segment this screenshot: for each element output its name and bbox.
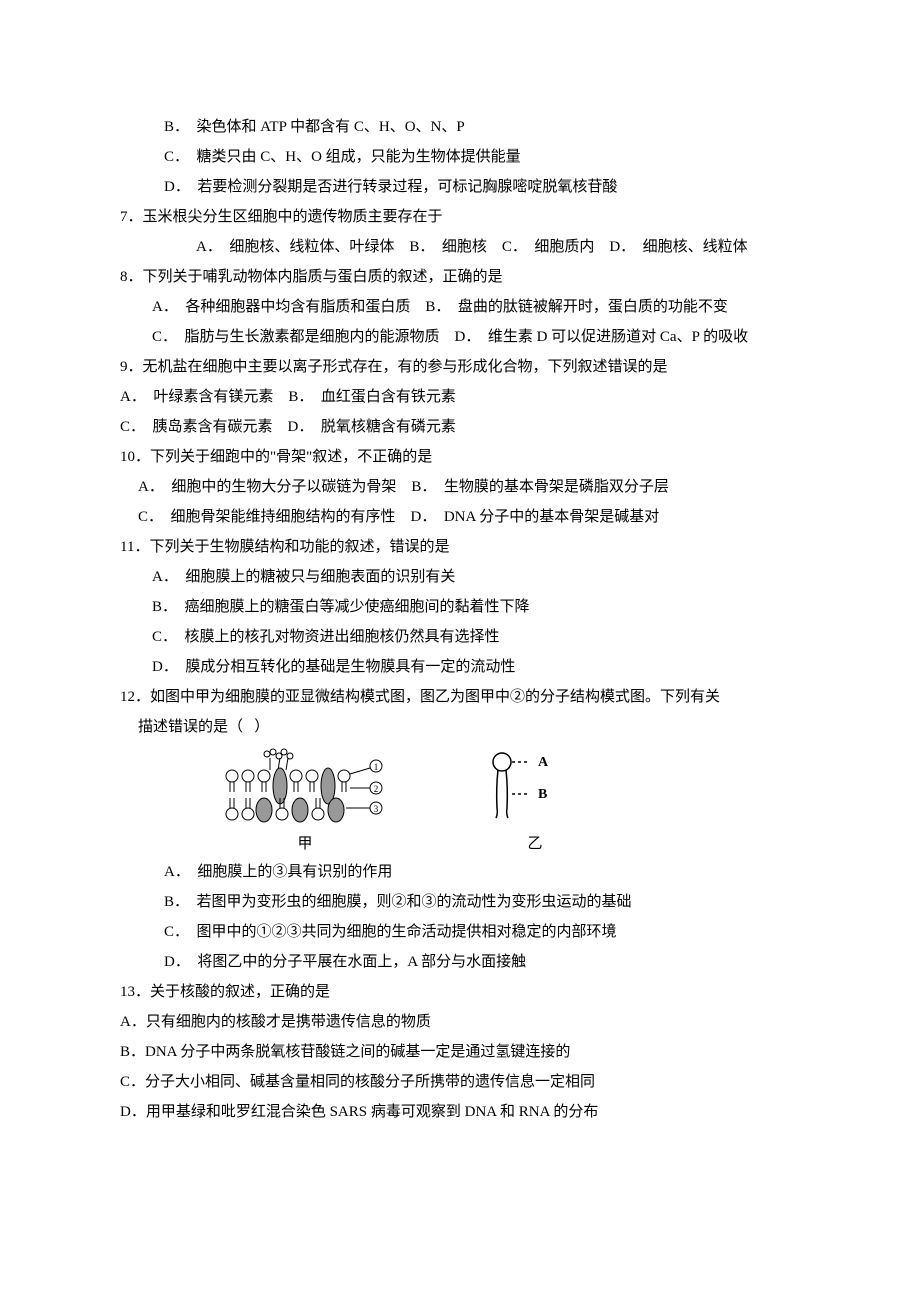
q13-option-d: D．用甲基绿和吡罗红混合染色 SARS 病毒可观察到 DNA 和 RNA 的分布 [120, 1097, 800, 1127]
q10-options-line1: A． 细胞中的生物大分子以碳链为骨架 B． 生物膜的基本骨架是磷脂双分子层 [120, 472, 800, 502]
q6-option-c: C． 糖类只由 C、H、O 组成，只能为生物体提供能量 [120, 142, 800, 172]
phospholipid-icon: A B [480, 748, 590, 832]
q13-option-a: A．只有细胞内的核酸才是携带遗传信息的物质 [120, 1007, 800, 1037]
q13-stem: 13．关于核酸的叙述，正确的是 [120, 977, 800, 1007]
q10-stem: 10．下列关于细跑中的"骨架"叙述，不正确的是 [120, 442, 800, 472]
membrane-diagram-icon: 1 2 3 [220, 748, 390, 832]
q11-option-b: B． 癌细胞膜上的糖蛋白等减少使癌细胞间的黏着性下降 [120, 592, 800, 622]
q12-option-d: D． 将图乙中的分子平展在水面上，A 部分与水面接触 [120, 947, 800, 977]
q11-option-a: A． 细胞膜上的糖被只与细胞表面的识别有关 [120, 562, 800, 592]
q12-stem-line2: 描述错误的是（ ） [120, 712, 800, 742]
q8-options-line2: C． 脂肪与生长激素都是细胞内的能源物质 D． 维生素 D 可以促进肠道对 Ca… [120, 322, 800, 352]
q12-option-a: A． 细胞膜上的③具有识别的作用 [120, 857, 800, 887]
figure-label-yi: 乙 [527, 836, 542, 851]
svg-text:2: 2 [374, 784, 379, 794]
q6-option-b: B． 染色体和 ATP 中都含有 C、H、O、N、P [120, 112, 800, 142]
phos-label-b: B [538, 787, 547, 802]
q12-option-b: B． 若图甲为变形虫的细胞膜，则②和③的流动性为变形虫运动的基础 [120, 887, 800, 917]
exam-page: B． 染色体和 ATP 中都含有 C、H、O、N、P C． 糖类只由 C、H、O… [0, 0, 920, 1302]
q8-options-line1: A． 各种细胞器中均含有脂质和蛋白质 B． 盘曲的肽链被解开时，蛋白质的功能不变 [120, 292, 800, 322]
figure-label-jia: 甲 [297, 836, 312, 851]
q8-stem: 8．下列关于哺乳动物体内脂质与蛋白质的叙述，正确的是 [120, 262, 800, 292]
q11-option-d: D． 膜成分相互转化的基础是生物膜具有一定的流动性 [120, 652, 800, 682]
q12-stem-line1: 12．如图中甲为细胞膜的亚显微结构模式图，图乙为图甲中②的分子结构模式图。下列有… [120, 682, 800, 712]
q12-figure: 1 2 3 甲 A B 乙 [120, 742, 800, 857]
svg-text:3: 3 [374, 804, 379, 814]
q9-stem: 9．无机盐在细胞中主要以离子形式存在，有的参与形成化合物，下列叙述错误的是 [120, 352, 800, 382]
phos-label-a: A [538, 755, 549, 770]
q6-option-d: D． 若要检测分裂期是否进行转录过程，可标记胸腺嘧啶脱氧核苷酸 [120, 172, 800, 202]
q12-option-c: C． 图甲中的①②③共同为细胞的生命活动提供相对稳定的内部环境 [120, 917, 800, 947]
q9-options-line1: A． 叶绿素含有镁元素 B． 血红蛋白含有铁元素 [120, 382, 800, 412]
q7-options: A． 细胞核、线粒体、叶绿体 B． 细胞核 C． 细胞质内 D． 细胞核、线粒体 [120, 232, 800, 262]
q11-option-c: C． 核膜上的核孔对物资进出细胞核仍然具有选择性 [120, 622, 800, 652]
q13-option-b: B．DNA 分子中两条脱氧核苷酸链之间的碱基一定是通过氢键连接的 [120, 1037, 800, 1067]
figure-jia: 1 2 3 甲 [220, 748, 390, 851]
q13-option-c: C．分子大小相同、碱基含量相同的核酸分子所携带的遗传信息一定相同 [120, 1067, 800, 1097]
figure-yi: A B 乙 [480, 748, 590, 851]
q9-options-line2: C． 胰岛素含有碳元素 D． 脱氧核糖含有磷元素 [120, 412, 800, 442]
q11-stem: 11．下列关于生物膜结构和功能的叙述，错误的是 [120, 532, 800, 562]
svg-text:1: 1 [374, 762, 379, 772]
q7-stem: 7．玉米根尖分生区细胞中的遗传物质主要存在于 [120, 202, 800, 232]
q10-options-line2: C． 细胞骨架能维持细胞结构的有序性 D． DNA 分子中的基本骨架是碱基对 [120, 502, 800, 532]
